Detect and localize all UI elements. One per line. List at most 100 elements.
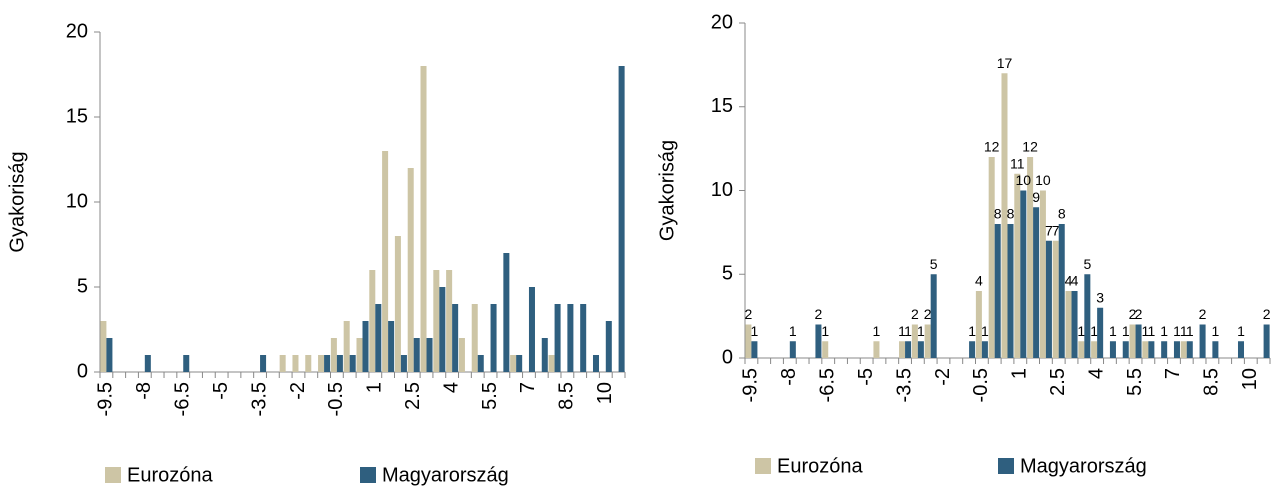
bar xyxy=(1135,324,1142,358)
y-tick-label: 5 xyxy=(77,275,88,297)
bar xyxy=(905,341,912,358)
x-tick-label: 7 xyxy=(1162,368,1184,379)
bar xyxy=(349,355,356,372)
value-label: 8 xyxy=(1058,206,1066,222)
bar xyxy=(548,355,555,372)
x-tick-label: 5.5 xyxy=(1124,368,1146,396)
x-tick-label: 10 xyxy=(1239,368,1261,390)
bar xyxy=(988,157,995,358)
value-label: 11 xyxy=(1010,155,1025,171)
bar xyxy=(975,291,982,358)
value-label: 2 xyxy=(924,306,932,322)
bar xyxy=(1186,341,1193,358)
value-label: 1 xyxy=(1173,323,1181,339)
legend-swatch xyxy=(105,467,121,483)
bar xyxy=(100,321,107,372)
y-tick-label: 20 xyxy=(711,11,733,33)
x-tick-label: -6.5 xyxy=(817,368,839,402)
bar xyxy=(969,341,976,358)
value-label: 1 xyxy=(821,323,829,339)
value-label: 1 xyxy=(789,323,797,339)
bar xyxy=(541,338,548,372)
bar xyxy=(503,253,510,372)
bar xyxy=(1007,224,1014,358)
bar xyxy=(1078,341,1085,358)
value-label: 10 xyxy=(1035,172,1051,188)
bar xyxy=(183,355,190,372)
bar xyxy=(745,324,752,358)
bar xyxy=(420,66,427,372)
x-tick-label: -2 xyxy=(287,382,309,400)
bar xyxy=(1033,207,1040,358)
y-tick-label: 10 xyxy=(711,179,733,201)
bar xyxy=(388,321,395,372)
bar xyxy=(318,355,325,372)
bar xyxy=(605,321,612,372)
value-label: 12 xyxy=(1022,139,1038,155)
bar xyxy=(292,355,299,372)
value-label: 8 xyxy=(994,206,1002,222)
bar xyxy=(1045,240,1052,358)
bar xyxy=(1039,190,1046,358)
y-tick-label: 15 xyxy=(711,95,733,117)
value-label: 1 xyxy=(1180,323,1188,339)
bar xyxy=(471,304,478,372)
value-label: 1 xyxy=(1147,323,1155,339)
bar xyxy=(1148,341,1155,358)
bar xyxy=(490,304,497,372)
bar xyxy=(144,355,151,372)
bar xyxy=(433,270,440,372)
bar xyxy=(1071,291,1078,358)
bar xyxy=(1199,324,1206,358)
bar xyxy=(1161,341,1168,358)
x-tick-label: 1 xyxy=(1009,368,1031,379)
value-label: 4 xyxy=(975,273,983,289)
value-label: 3 xyxy=(1096,289,1104,305)
x-tick-label: -3.5 xyxy=(893,368,915,402)
bar xyxy=(458,338,465,372)
x-tick-label: -0.5 xyxy=(970,368,992,402)
bar xyxy=(330,338,337,372)
bar xyxy=(400,355,407,372)
x-tick-label: -0.5 xyxy=(325,382,347,416)
value-label: 10 xyxy=(1016,172,1032,188)
bar xyxy=(751,341,758,358)
x-tick-label: 1 xyxy=(364,382,386,393)
bar xyxy=(917,341,924,358)
value-label: 1 xyxy=(1141,323,1149,339)
value-label: 7 xyxy=(1045,222,1053,238)
x-tick-label: -5 xyxy=(210,382,232,400)
bar xyxy=(1237,341,1245,358)
x-tick-label: 4 xyxy=(1085,368,1107,379)
bar xyxy=(452,304,459,372)
value-label: 1 xyxy=(1237,323,1245,339)
bar xyxy=(477,355,484,372)
bar xyxy=(426,338,433,372)
value-label: 2 xyxy=(1135,306,1143,322)
value-label: 1 xyxy=(1211,323,1219,339)
bar xyxy=(1129,324,1136,358)
bar xyxy=(356,338,363,372)
bar xyxy=(407,168,414,372)
value-label: 1 xyxy=(1122,323,1130,339)
value-label: 7 xyxy=(1052,222,1060,238)
value-label: 1 xyxy=(898,323,906,339)
value-label: 1 xyxy=(1109,323,1117,339)
value-label: 2 xyxy=(744,306,752,322)
bar xyxy=(1027,157,1034,358)
value-label: 4 xyxy=(1065,273,1073,289)
bar xyxy=(336,355,343,372)
bar xyxy=(994,224,1001,358)
x-tick-label: -8 xyxy=(778,368,800,386)
bar xyxy=(260,355,267,372)
x-tick-label: -9.5 xyxy=(740,368,762,402)
bar xyxy=(1020,190,1027,358)
bar xyxy=(1058,224,1065,358)
legend-label: Eurozóna xyxy=(127,464,213,486)
bar xyxy=(1173,341,1180,358)
legend-swatch xyxy=(360,467,376,483)
value-label: 1 xyxy=(981,323,989,339)
bar xyxy=(930,274,937,358)
legend-swatch xyxy=(755,458,771,474)
